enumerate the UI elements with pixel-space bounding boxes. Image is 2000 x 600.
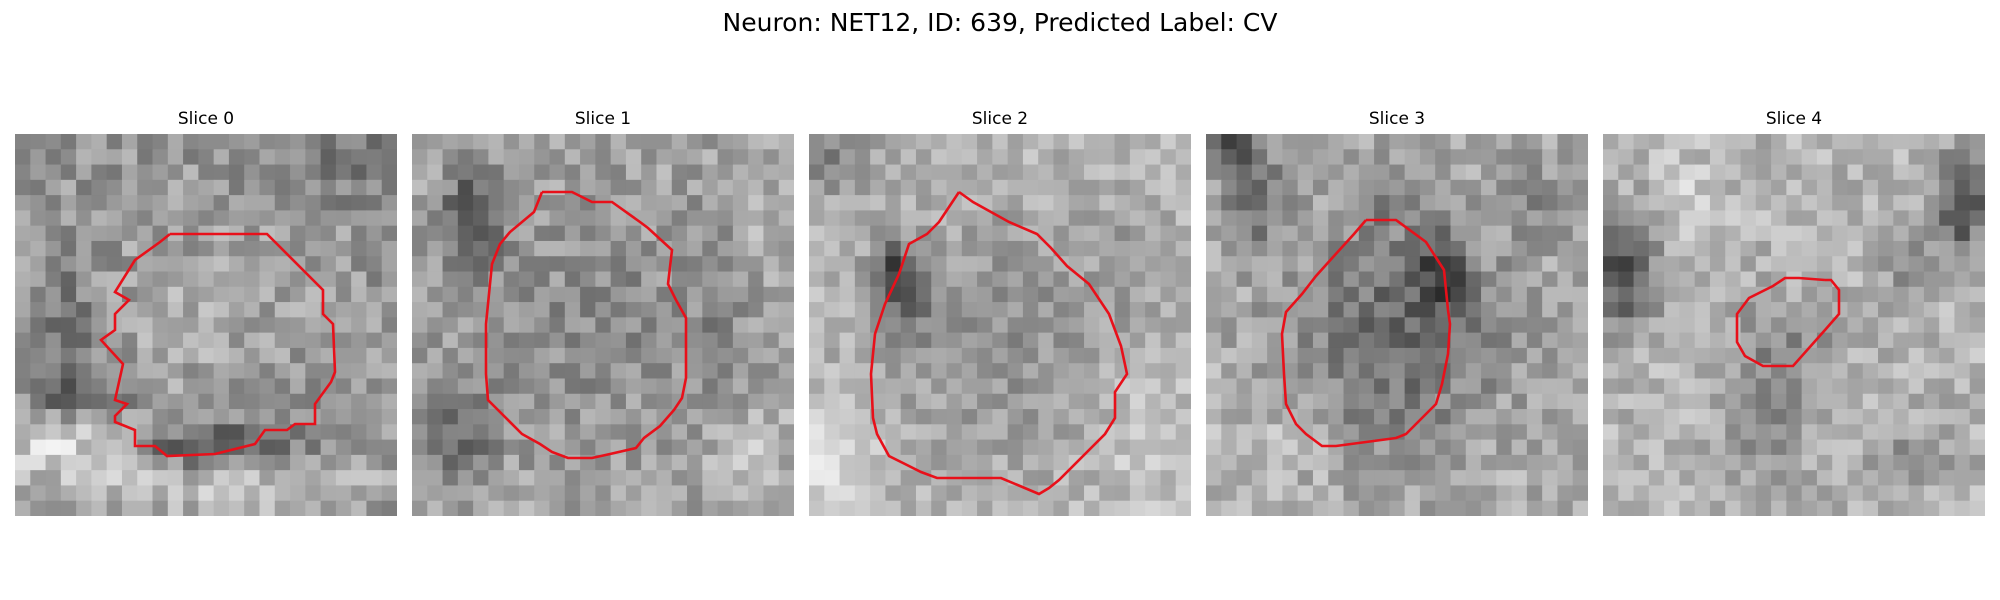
slice-0-micrograph: [15, 134, 397, 516]
slice-2-title: Slice 2: [971, 109, 1029, 129]
slice-4-contour: [1735, 276, 1841, 368]
slice-2-contour: [869, 190, 1129, 496]
slice-4-title: Slice 4: [1765, 109, 1823, 129]
slice-4-image: [1603, 134, 1985, 516]
slice-4-pixels: [1603, 134, 1985, 516]
slice-0-pixels: [15, 134, 397, 516]
slice-2-image: [809, 134, 1191, 516]
slice-3-pixels: [1206, 134, 1588, 516]
figure-title: Neuron: NET12, ID: 639, Predicted Label:…: [722, 8, 1278, 37]
slice-1-title: Slice 1: [574, 109, 632, 129]
slice-1-micrograph: [412, 134, 794, 516]
slice-0-title: Slice 0: [177, 109, 235, 129]
slice-3-image: [1206, 134, 1588, 516]
slice-3-micrograph: [1206, 134, 1588, 516]
slice-2-pixels: [809, 134, 1191, 516]
slice-0-contour: [99, 232, 337, 458]
slice-3-title: Slice 3: [1368, 109, 1426, 129]
slice-2-micrograph: [809, 134, 1191, 516]
slice-4-micrograph: [1603, 134, 1985, 516]
slice-1-pixels: [412, 134, 794, 516]
slice-1-image: [412, 134, 794, 516]
slice-1-contour: [484, 190, 688, 460]
slice-3-contour: [1280, 218, 1452, 448]
slice-0-image: [15, 134, 397, 516]
